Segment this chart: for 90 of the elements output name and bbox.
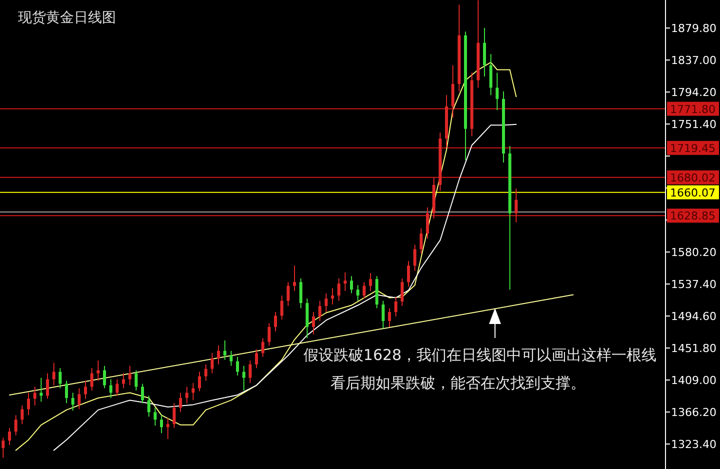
candlestick bbox=[198, 371, 201, 392]
candlestick bbox=[40, 377, 43, 402]
candlestick bbox=[90, 368, 94, 391]
candlestick bbox=[394, 296, 398, 317]
candlestick bbox=[116, 378, 119, 396]
candlestick bbox=[274, 311, 277, 332]
candlestick bbox=[84, 380, 87, 400]
ref-line-label: 1771.80 bbox=[670, 102, 716, 116]
candlestick bbox=[20, 404, 24, 425]
candlestick bbox=[280, 295, 284, 320]
candlestick bbox=[14, 414, 18, 436]
candlestick bbox=[141, 383, 144, 404]
candlestick bbox=[147, 395, 150, 418]
y-tick-label: 1494.60 bbox=[671, 310, 716, 324]
candlestick bbox=[293, 265, 296, 292]
y-tick-label: 1879.80 bbox=[671, 22, 716, 36]
candlestick bbox=[2, 437, 5, 458]
text: 现货黄金日线图 bbox=[18, 10, 116, 26]
y-tick-label: 1837.00 bbox=[671, 54, 716, 68]
candlestick bbox=[172, 402, 176, 428]
y-tick-label: 1751.40 bbox=[671, 118, 716, 132]
candlestick bbox=[350, 276, 353, 294]
candlestick bbox=[230, 350, 233, 366]
annotation: 假设跌破1628，我们在日线图中可以画出这样一根线 bbox=[303, 346, 657, 364]
candlestick bbox=[8, 427, 11, 446]
candlestick bbox=[362, 282, 366, 300]
candlestick bbox=[407, 260, 410, 288]
candlestick bbox=[388, 308, 391, 328]
candlestick bbox=[496, 72, 499, 111]
ref-line-label: 1680.02 bbox=[670, 171, 716, 184]
candlestick bbox=[185, 386, 188, 404]
ref-line-label: 1719.45 bbox=[670, 142, 716, 155]
candlestick bbox=[261, 338, 264, 358]
candlestick bbox=[65, 380, 68, 404]
candlestick bbox=[268, 322, 271, 346]
candlestick bbox=[210, 352, 214, 374]
candlestick bbox=[204, 364, 208, 382]
candlestick bbox=[58, 368, 62, 389]
candlestick bbox=[109, 378, 112, 398]
candlestick bbox=[337, 278, 340, 302]
candlestick bbox=[483, 27, 486, 77]
candlestick bbox=[248, 360, 252, 384]
annotation: 看后期如果跌破，能否在次找到支撑。 bbox=[330, 374, 586, 392]
candlestick bbox=[78, 388, 81, 410]
candlestick bbox=[426, 206, 429, 240]
ref-line-label: 1660.07 bbox=[670, 186, 716, 200]
ref-line-label: 1628.85 bbox=[670, 210, 716, 223]
candlestick bbox=[160, 414, 163, 434]
candlestick bbox=[369, 272, 372, 292]
y-tick-label: 1409.00 bbox=[671, 374, 716, 388]
candlestick bbox=[71, 392, 74, 412]
candlestick bbox=[344, 272, 347, 292]
candlestick bbox=[27, 392, 30, 416]
candlestick bbox=[400, 278, 404, 307]
candlestick bbox=[236, 356, 239, 376]
candlestick bbox=[223, 340, 226, 360]
candlestick bbox=[179, 392, 182, 413]
candlestick bbox=[299, 278, 302, 309]
candlestick bbox=[217, 345, 220, 365]
candlestick bbox=[356, 284, 360, 302]
candlestick bbox=[242, 365, 246, 391]
candlestick bbox=[514, 188, 518, 223]
candlestick bbox=[128, 365, 132, 386]
candlestick bbox=[134, 370, 138, 391]
candlestick bbox=[33, 386, 36, 406]
candlestick bbox=[331, 288, 334, 306]
candlestick bbox=[46, 372, 49, 400]
candlestick bbox=[312, 311, 315, 335]
y-tick-label: 1366.20 bbox=[671, 406, 716, 420]
candlestick bbox=[166, 418, 170, 440]
candlestick bbox=[52, 362, 56, 386]
candlestick bbox=[324, 292, 328, 312]
candlestick bbox=[420, 228, 423, 254]
candlestick bbox=[122, 372, 125, 389]
candlestick bbox=[382, 300, 385, 329]
candlestick bbox=[255, 348, 258, 369]
candlestick bbox=[318, 300, 322, 322]
candlestick bbox=[413, 244, 416, 272]
candlestick bbox=[103, 365, 106, 389]
candlestick bbox=[154, 407, 157, 426]
y-tick-label: 1537.40 bbox=[671, 278, 716, 292]
y-tick-label: 1580.20 bbox=[671, 246, 716, 260]
candlestick bbox=[489, 54, 492, 96]
candlestick bbox=[96, 360, 100, 382]
y-tick-label: 1323.40 bbox=[671, 438, 716, 452]
y-tick-label: 1794.20 bbox=[671, 86, 716, 100]
candlestick bbox=[306, 298, 309, 339]
candlestick bbox=[451, 64, 454, 118]
y-tick-label: 1451.80 bbox=[671, 342, 716, 356]
candlestick bbox=[286, 282, 290, 307]
